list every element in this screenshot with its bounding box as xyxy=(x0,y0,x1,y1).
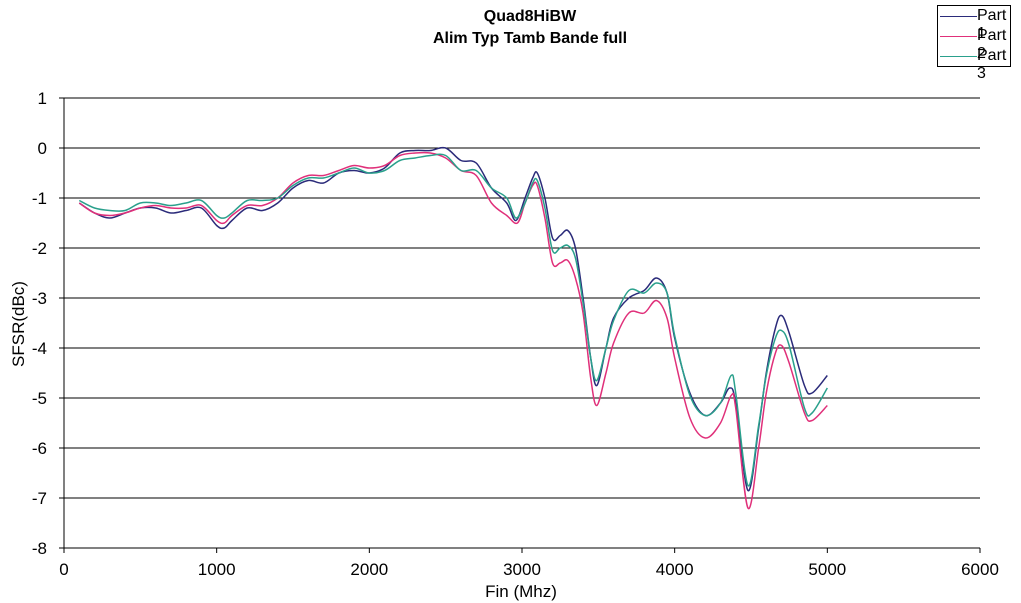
legend-label-part-3: Part 3 xyxy=(977,47,1007,82)
y-tick-label: -5 xyxy=(32,389,47,408)
x-tick-label: 1000 xyxy=(198,560,236,579)
y-tick-label: -1 xyxy=(32,189,47,208)
y-tick-label: -8 xyxy=(32,539,47,558)
gridlines xyxy=(64,97,980,499)
y-tick-label: -2 xyxy=(32,239,47,258)
y-tick-label: 0 xyxy=(38,139,47,158)
legend-swatch-part-3 xyxy=(940,56,977,57)
chart-subtitle: Alim Typ Tamb Bande full xyxy=(432,30,628,47)
legend-swatch-part-2 xyxy=(940,36,977,37)
axes xyxy=(59,97,981,553)
legend-item-part-1: Part 1 xyxy=(938,7,1010,42)
chart-title: Quad8HiBW xyxy=(483,8,577,25)
x-tick-label: 6000 xyxy=(961,560,999,579)
legend-swatch-part-1 xyxy=(940,16,977,17)
y-axis-label: SFSR(dBc) xyxy=(9,281,28,367)
y-tick-label: -4 xyxy=(32,339,47,358)
legend-label-part-1: Part 1 xyxy=(977,7,1007,42)
y-tick-label: -7 xyxy=(32,489,47,508)
legend-item-part-3: Part 3 xyxy=(938,47,1010,82)
legend-label-part-2: Part 2 xyxy=(977,27,1007,62)
series-lines xyxy=(78,146,828,510)
x-tick-label: 2000 xyxy=(350,560,388,579)
x-axis-label: Fin (Mhz) xyxy=(485,582,557,601)
x-tick-label: 3000 xyxy=(503,560,541,579)
x-tick-label: 0 xyxy=(59,560,68,579)
y-tick-label: 1 xyxy=(38,89,47,108)
y-tick-label: -6 xyxy=(32,439,47,458)
x-tick-label: 5000 xyxy=(808,560,846,579)
legend: Part 1 Part 2 Part 3 xyxy=(937,5,1011,82)
tick-labels: 1 0 -1 -2 -3 -4 -5 -6 -7 -8 0 1000 2000 3000 4000 5000 6… xyxy=(32,89,999,579)
series-line-part-2 xyxy=(78,151,828,510)
chart-title-block: Quad8HiBW Alim Typ Tamb Bande full xyxy=(330,6,730,50)
series-line-part-3 xyxy=(78,153,828,487)
series-line-part-1 xyxy=(78,146,828,492)
legend-item-part-2: Part 2 xyxy=(938,27,1010,62)
y-tick-label: -3 xyxy=(32,289,47,308)
x-tick-label: 4000 xyxy=(656,560,694,579)
